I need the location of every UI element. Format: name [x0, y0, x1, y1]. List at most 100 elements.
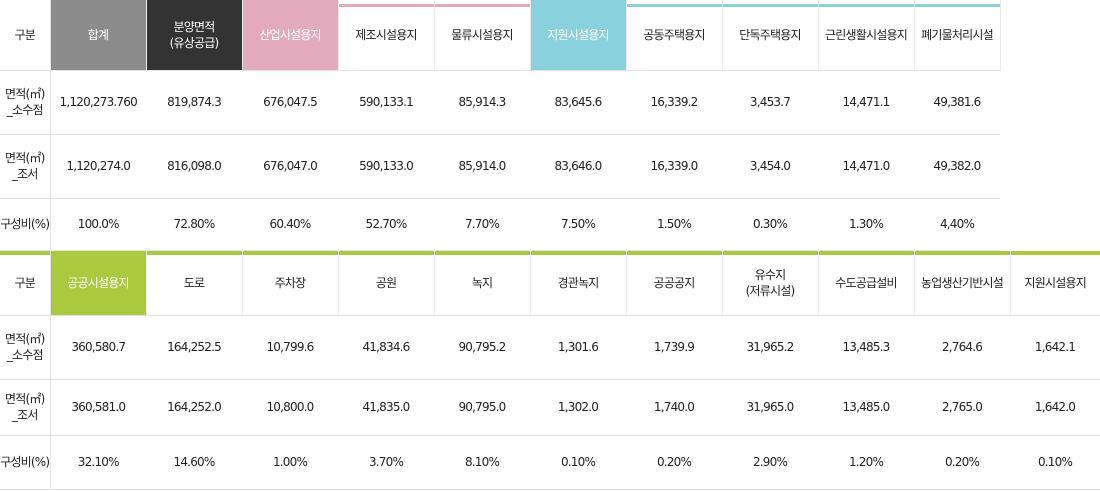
table-row: 면적(㎡) _소수점 1,120,273.760 819,874.3 676,0…	[0, 70, 1000, 135]
table-cell: 100.0%	[50, 198, 146, 251]
table-cell: 0.20%	[914, 435, 1010, 490]
table-cell: 0.30%	[722, 198, 818, 251]
table2-header-reservoir-text: 유수지 (저류시설)	[745, 267, 796, 298]
table1-header-sale-area: 분양면적 (유상공급)	[146, 0, 243, 71]
table-cell: 16,339.2	[626, 70, 722, 135]
table2-header-support: 지원시설용지	[1010, 251, 1100, 316]
table-cell: 49,382.0	[914, 134, 1000, 199]
table-cell: 14.60%	[146, 435, 242, 490]
table-cell: 4,40%	[914, 198, 1000, 251]
table-cell: 41,835.0	[338, 379, 434, 436]
table1-header-sale-area-text: 분양면적 (유상공급)	[169, 19, 220, 50]
row-label-text: 면적(㎡) _소수점	[5, 332, 45, 362]
table-row: 구성비(%) 32.10% 14.60% 1.00% 3.70% 8.10% 0…	[0, 435, 1100, 490]
table-cell: 164,252.5	[146, 315, 242, 380]
table-cell: 2,765.0	[914, 379, 1010, 436]
table-cell: 32.10%	[50, 435, 146, 490]
table1-header-category: 구분	[0, 0, 51, 71]
table-row: 면적(㎡) _조서 1,120,274.0 816,098.0 676,047.…	[0, 134, 1000, 199]
row-label: 구성비(%)	[0, 198, 51, 251]
table-cell: 819,874.3	[146, 70, 242, 135]
table-cell: 83,646.0	[530, 134, 626, 199]
table-cell: 676,047.5	[242, 70, 338, 135]
table1-header-apartment: 공동주택용지	[626, 0, 723, 71]
row-label: 면적(㎡) _소수점	[0, 70, 51, 135]
table-cell: 49,381.6	[914, 70, 1000, 135]
table-row: 면적(㎡) _소수점 360,580.7 164,252.5 10,799.6 …	[0, 315, 1100, 380]
table2-header-landscape: 경관녹지	[530, 251, 627, 316]
table-cell: 10,800.0	[242, 379, 338, 436]
table-cell: 1.50%	[626, 198, 722, 251]
land-use-table-1: 구분 합계 분양면적 (유상공급) 산업시설용지 제조시설용지 물류시설용지 지…	[0, 0, 1001, 251]
table1-header-row: 구분 합계 분양면적 (유상공급) 산업시설용지 제조시설용지 물류시설용지 지…	[0, 0, 1001, 71]
table2-header-category: 구분	[0, 251, 51, 316]
row-label-text: 면적(㎡) _조서	[5, 151, 45, 181]
table-cell: 1.00%	[242, 435, 338, 490]
table-cell: 0.10%	[1010, 435, 1100, 490]
table-row: 구성비(%) 100.0% 72.80% 60.40% 52.70% 7.70%…	[0, 198, 1000, 251]
table-cell: 816,098.0	[146, 134, 242, 199]
table-cell: 7.70%	[434, 198, 530, 251]
table-cell: 3.70%	[338, 435, 434, 490]
table-cell: 1.30%	[818, 198, 914, 251]
table-cell: 3,453.7	[722, 70, 818, 135]
table-cell: 8.10%	[434, 435, 530, 490]
table2-header-park: 공원	[338, 251, 435, 316]
table-cell: 60.40%	[242, 198, 338, 251]
table-cell: 360,580.7	[50, 315, 146, 380]
table-cell: 1,120,273.760	[50, 70, 146, 135]
table-cell: 1,302.0	[530, 379, 626, 436]
table1-header-neighborhood: 근린생활시설용지	[818, 0, 915, 71]
row-label: 면적(㎡) _조서	[0, 379, 51, 436]
table-cell: 1,740.0	[626, 379, 722, 436]
table2-header-water-supply: 수도공급설비	[818, 251, 915, 316]
table-cell: 52.70%	[338, 198, 434, 251]
table1-header-waste: 폐기물처리시설	[914, 0, 1001, 71]
table-cell: 31,965.0	[722, 379, 818, 436]
table-cell: 590,133.1	[338, 70, 434, 135]
row-label-text: 면적(㎡) _소수점	[5, 87, 45, 117]
table-cell: 590,133.0	[338, 134, 434, 199]
table2-header-green: 녹지	[434, 251, 531, 316]
table-cell: 1,120,274.0	[50, 134, 146, 199]
table-cell: 90,795.0	[434, 379, 530, 436]
table-cell: 41,834.6	[338, 315, 434, 380]
row-label: 면적(㎡) _소수점	[0, 315, 51, 380]
table-cell: 1,642.0	[1010, 379, 1100, 436]
table-cell: 1.20%	[818, 435, 914, 490]
table-cell: 16,339.0	[626, 134, 722, 199]
table-cell: 1,739.9	[626, 315, 722, 380]
table1-header-support: 지원시설용지	[530, 0, 627, 71]
table-row: 면적(㎡) _조서 360,581.0 164,252.0 10,800.0 4…	[0, 379, 1100, 436]
table-cell: 0.10%	[530, 435, 626, 490]
table-cell: 90,795.2	[434, 315, 530, 380]
table2-header-public: 공공시설용지	[50, 251, 147, 316]
table-cell: 676,047.0	[242, 134, 338, 199]
table-cell: 164,252.0	[146, 379, 242, 436]
table2-header-parking: 주차장	[242, 251, 339, 316]
land-use-table-2: 구분 공공시설용지 도로 주차장 공원 녹지 경관녹지 공공공지 유수지 (저류…	[0, 251, 1100, 490]
row-label-text: 면적(㎡) _조서	[5, 392, 45, 422]
table2-header-road: 도로	[146, 251, 243, 316]
table2-header-public-space: 공공공지	[626, 251, 723, 316]
row-label: 면적(㎡) _조서	[0, 134, 51, 199]
table-cell: 360,581.0	[50, 379, 146, 436]
table-cell: 72.80%	[146, 198, 242, 251]
table-cell: 14,471.0	[818, 134, 914, 199]
table-cell: 2.90%	[722, 435, 818, 490]
table-cell: 2,764.6	[914, 315, 1010, 380]
table2-header-reservoir: 유수지 (저류시설)	[722, 251, 819, 316]
table1-header-industrial: 산업시설용지	[242, 0, 339, 71]
table-cell: 83,645.6	[530, 70, 626, 135]
row-label: 구성비(%)	[0, 435, 51, 490]
table-cell: 85,914.3	[434, 70, 530, 135]
table-cell: 0.20%	[626, 435, 722, 490]
table-cell: 13,485.3	[818, 315, 914, 380]
table-cell: 7.50%	[530, 198, 626, 251]
table1-header-logistics: 물류시설용지	[434, 0, 531, 71]
table-cell: 3,454.0	[722, 134, 818, 199]
table2-header-row: 구분 공공시설용지 도로 주차장 공원 녹지 경관녹지 공공공지 유수지 (저류…	[0, 251, 1100, 316]
table1-header-manufacturing: 제조시설용지	[338, 0, 435, 71]
table2-header-agriculture: 농업생산기반시설	[914, 251, 1011, 316]
table-cell: 14,471.1	[818, 70, 914, 135]
